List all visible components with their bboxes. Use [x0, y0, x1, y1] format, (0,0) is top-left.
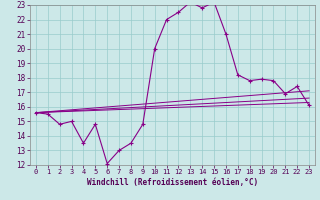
- X-axis label: Windchill (Refroidissement éolien,°C): Windchill (Refroidissement éolien,°C): [87, 178, 258, 187]
